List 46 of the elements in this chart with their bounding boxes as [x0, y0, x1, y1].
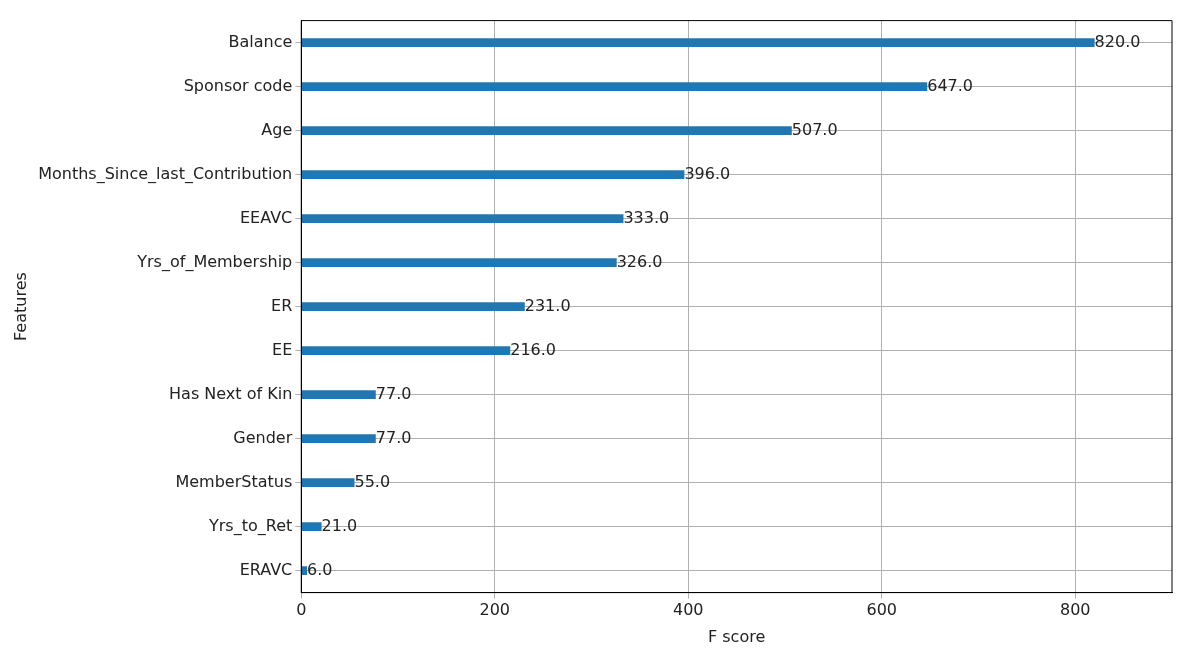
bar — [301, 258, 617, 267]
y-tick-label: ERAVC — [239, 559, 293, 579]
y-tick-label: Age — [261, 119, 293, 139]
bar — [301, 302, 525, 311]
x-tick-label: 400 — [672, 600, 704, 620]
data-label: 820.0 — [1094, 31, 1141, 51]
bar — [301, 566, 308, 575]
bar — [301, 170, 685, 179]
bar — [301, 82, 928, 91]
y-tick-label: EE — [272, 339, 293, 359]
data-label: 507.0 — [791, 119, 838, 139]
bar — [301, 478, 355, 487]
bar — [301, 214, 624, 223]
data-label: 77.0 — [375, 383, 412, 403]
y-axis-title: Features — [10, 272, 30, 341]
data-label: 326.0 — [616, 251, 663, 271]
bar — [301, 346, 511, 355]
y-tick-label: ER — [271, 295, 293, 315]
bar — [301, 38, 1095, 47]
data-label: 6.0 — [307, 559, 333, 579]
data-label: 216.0 — [510, 339, 557, 359]
bar — [301, 126, 792, 135]
y-tick-label: Gender — [233, 427, 293, 447]
y-tick-label: Has Next of Kin — [169, 383, 293, 403]
data-label: 231.0 — [524, 295, 571, 315]
bar — [301, 434, 376, 443]
x-axis-title: F score — [707, 626, 766, 646]
y-tick-label: Yrs_to_Ret — [208, 515, 293, 536]
data-label: 55.0 — [354, 471, 391, 491]
data-label: 21.0 — [321, 515, 358, 535]
y-tick-label: Balance — [228, 31, 293, 51]
bar — [301, 390, 376, 399]
x-tick-label: 800 — [1059, 600, 1091, 620]
y-tick-label: MemberStatus — [175, 471, 293, 491]
x-tick-label: 200 — [479, 600, 511, 620]
x-tick-label: 600 — [866, 600, 898, 620]
y-tick-label: Yrs_of_Membership — [136, 251, 293, 272]
data-label: 77.0 — [375, 427, 412, 447]
data-label: 647.0 — [927, 75, 974, 95]
y-tick-label: Sponsor code — [183, 75, 293, 95]
y-tick-label: Months_Since_last_Contribution — [38, 163, 293, 184]
x-tick-label: 0 — [296, 600, 307, 620]
bar — [301, 522, 322, 531]
data-label: 396.0 — [684, 163, 731, 183]
y-tick-label: EEAVC — [240, 207, 293, 227]
data-label: 333.0 — [623, 207, 670, 227]
